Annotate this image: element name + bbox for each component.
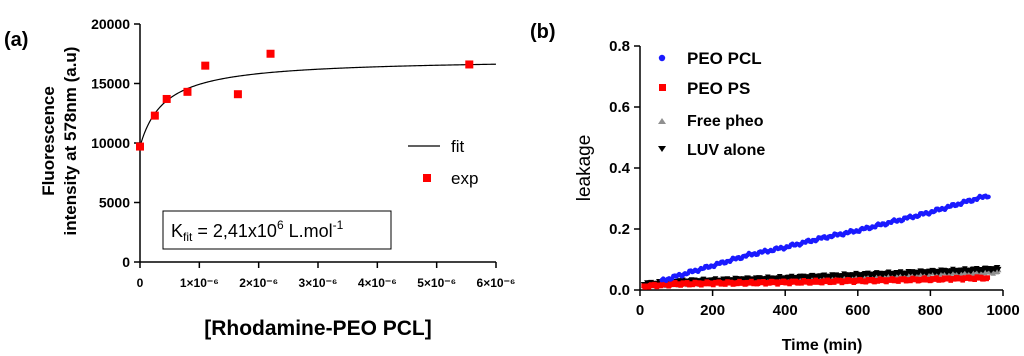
- exp-points: [136, 50, 473, 151]
- y-ticks: 0 5000 10000 15000 20000: [91, 16, 140, 270]
- x-tick-label: 3×10⁻⁶: [299, 276, 338, 290]
- exp-point: [267, 50, 275, 58]
- y-tick-label: 0: [122, 254, 130, 270]
- legend-peo-pcl-marker: [659, 55, 665, 61]
- panel-b-label: (b): [530, 21, 556, 43]
- y-axis-label-line1: Fluorescence: [39, 86, 58, 196]
- y-tick-label: 0.8: [609, 38, 630, 55]
- panel-a-label: (a): [4, 29, 28, 51]
- annotation-box: Kfit = 2,41x106 L.mol-1: [163, 211, 391, 249]
- legend-luv-alone-label: LUV alone: [687, 142, 765, 159]
- exp-point: [465, 60, 473, 68]
- y-tick-label: 15000: [91, 76, 130, 92]
- legend-peo-ps-label: PEO PS: [687, 79, 750, 98]
- legend-luv-alone-marker: [658, 146, 666, 152]
- y-tick-label: 5000: [99, 195, 130, 211]
- x-tick-label: 2×10⁻⁶: [239, 276, 278, 290]
- kfit-annotation: Kfit = 2,41x106 L.mol-1: [171, 218, 344, 244]
- series-group: [641, 194, 1002, 290]
- legend-exp-label: exp: [451, 169, 478, 188]
- panel-b: (b) leakage Time (min) 0.0 0.2 0.4 0.6 0.8 0…: [530, 21, 1020, 354]
- y-axis-label: leakage: [574, 135, 595, 202]
- exp-point: [163, 95, 171, 103]
- y-ticks: 0.0 0.2 0.4 0.6 0.8: [609, 38, 640, 299]
- y-tick-label: 20000: [91, 16, 130, 32]
- legend: fit exp: [408, 137, 478, 188]
- exp-point: [234, 90, 242, 98]
- legend-free-pheo-marker: [658, 118, 666, 124]
- x-tick-label: 600: [845, 302, 870, 319]
- legend-free-pheo-label: Free pheo: [687, 113, 764, 130]
- kfit-post: L.mol: [284, 221, 333, 241]
- x-tick-label: 800: [918, 302, 943, 319]
- point-peo-pcl: [986, 195, 991, 200]
- kfit-prefix: K: [171, 221, 183, 241]
- y-tick-label: 0.6: [609, 99, 630, 116]
- x-ticks: 0 200 400 600 800 1000: [636, 290, 1020, 319]
- x-tick-label: 5×10⁻⁶: [417, 276, 456, 290]
- x-tick-label: 200: [700, 302, 725, 319]
- exp-point: [151, 112, 159, 120]
- y-tick-label: 0.0: [609, 282, 630, 299]
- kfit-sup2: -1: [333, 218, 344, 232]
- fit-curve: [140, 64, 496, 146]
- x-tick-label: 1×10⁻⁶: [180, 276, 219, 290]
- exp-point: [183, 88, 191, 96]
- x-tick-label: 0: [636, 302, 644, 319]
- point-peo-ps: [985, 275, 990, 280]
- legend: PEO PCL PEO PS Free pheo LUV alone: [658, 49, 765, 159]
- legend-peo-pcl-label: PEO PCL: [687, 49, 762, 68]
- y-tick-label: 10000: [91, 135, 130, 151]
- legend-exp-marker: [423, 174, 431, 182]
- x-axis-label: Time (min): [782, 337, 863, 354]
- x-ticks: 0 1×10⁻⁶ 2×10⁻⁶ 3×10⁻⁶ 4×10⁻⁶ 5×10⁻⁶ 6×10⁻⁶: [137, 262, 516, 290]
- x-tick-label: 6×10⁻⁶: [477, 276, 516, 290]
- exp-point: [136, 143, 144, 151]
- x-tick-label: 400: [773, 302, 798, 319]
- x-tick-label: 1000: [986, 302, 1019, 319]
- exp-point: [201, 62, 209, 70]
- kfit-mid: = 2,41x10: [192, 221, 277, 241]
- y-axis-label-line2: intensity at 578nm (a.u): [61, 47, 80, 236]
- panel-a: (a) Fluorescence intensity at 578nm (a.u…: [4, 16, 515, 340]
- y-tick-label: 0.4: [609, 160, 631, 177]
- x-axis-label: [Rhodamine-PEO PCL]: [204, 317, 432, 340]
- x-tick-label: 4×10⁻⁶: [358, 276, 397, 290]
- legend-peo-ps-marker: [659, 84, 666, 91]
- x-tick-label: 0: [137, 276, 144, 290]
- y-tick-label: 0.2: [609, 221, 630, 238]
- legend-fit-label: fit: [451, 137, 465, 156]
